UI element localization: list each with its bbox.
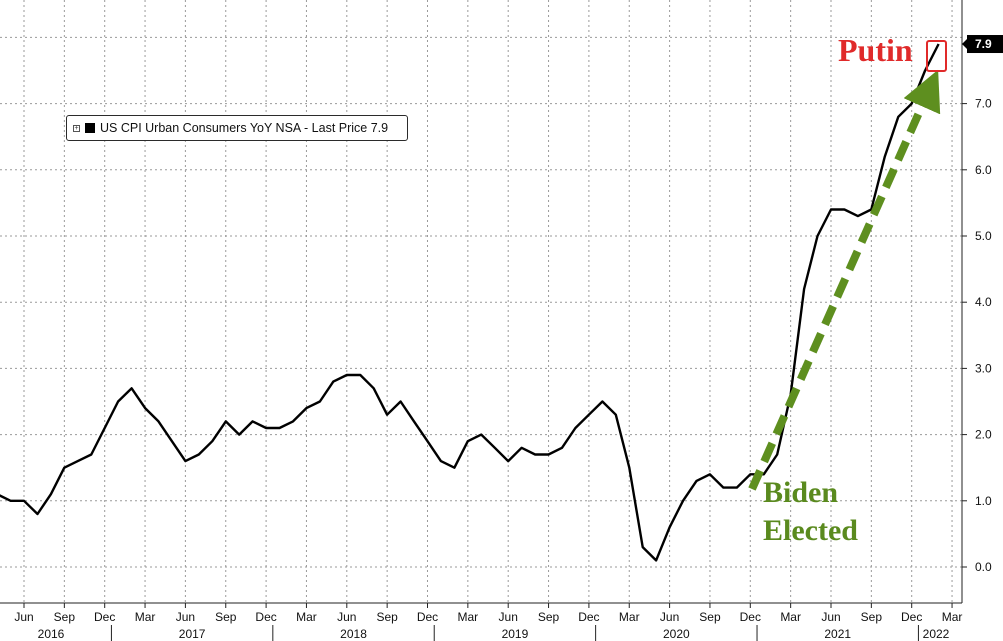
x-tick-label: Dec	[255, 610, 276, 624]
y-tick-label: 3.0	[975, 361, 992, 375]
x-tick-label: Mar	[942, 610, 963, 624]
x-tick-label: Mar	[619, 610, 640, 624]
last-price-badge-label: 7.9	[975, 37, 992, 51]
x-tick-label: Sep	[54, 610, 76, 624]
horizontal-gridlines	[0, 36, 962, 568]
x-axis-ticks: Jun Sep Dec Mar Jun Sep Dec Mar Jun Sep Dec Mar Jun S…	[14, 603, 962, 624]
x-tick-label: Dec	[578, 610, 599, 624]
series-group	[0, 43, 940, 562]
x-tick-label: Mar	[135, 610, 156, 624]
axes	[0, 0, 963, 604]
x-tick-label: Sep	[215, 610, 237, 624]
y-axis-ticks: 0.0 1.0 2.0 3.0 4.0 5.0 6.0 7.0	[962, 97, 992, 574]
x-tick-label: Jun	[499, 610, 518, 624]
trend-arrow-line	[748, 69, 941, 491]
year-label: 2020	[663, 627, 690, 641]
y-tick-label: 4.0	[975, 295, 992, 309]
x-tick-label: Sep	[538, 610, 560, 624]
x-tick-label: Jun	[176, 610, 195, 624]
year-label: 2017	[179, 627, 206, 641]
x-tick-label: Dec	[94, 610, 115, 624]
x-tick-label: Jun	[821, 610, 840, 624]
y-tick-label: 6.0	[975, 163, 992, 177]
cpi-series-line	[0, 43, 940, 562]
x-tick-label: Dec	[417, 610, 438, 624]
year-label: 2018	[340, 627, 367, 641]
x-tick-label: Jun	[14, 610, 33, 624]
biden-annotation-line1: Biden	[763, 476, 838, 509]
x-tick-label: Mar	[780, 610, 801, 624]
year-label: 2016	[38, 627, 65, 641]
legend-swatch	[85, 123, 95, 133]
y-tick-label: 2.0	[975, 428, 992, 442]
putin-highlight-box	[926, 40, 947, 72]
x-tick-label: Mar	[458, 610, 479, 624]
x-tick-label: Sep	[699, 610, 721, 624]
vertical-gridlines	[23, 0, 953, 603]
putin-annotation: Putin	[838, 32, 913, 68]
legend-label: US CPI Urban Consumers YoY NSA - Last Pr…	[100, 121, 389, 135]
x-tick-label: Mar	[296, 610, 317, 624]
legend-expand-icon[interactable]: +	[73, 124, 80, 132]
year-label: 2021	[824, 627, 851, 641]
year-label: 2019	[502, 627, 529, 641]
y-tick-label: 5.0	[975, 229, 992, 243]
x-tick-label: Dec	[740, 610, 761, 624]
legend[interactable]: + US CPI Urban Consumers YoY NSA - Last …	[66, 115, 408, 141]
x-tick-label: Sep	[376, 610, 398, 624]
y-tick-label: 7.0	[975, 97, 992, 111]
last-price-badge: 7.9	[962, 35, 1003, 54]
trend-arrow	[748, 69, 941, 491]
x-tick-label: Dec	[901, 610, 922, 624]
x-tick-label: Jun	[660, 610, 679, 624]
year-labels: 2016 2017 2018 2019 2020 2021 2022	[38, 625, 950, 641]
y-tick-label: 0.0	[975, 560, 992, 574]
x-tick-label: Jun	[337, 610, 356, 624]
y-tick-label: 1.0	[975, 494, 992, 508]
year-label: 2022	[923, 627, 950, 641]
last-price-badge-bg	[967, 35, 1003, 54]
last-price-badge-pointer	[962, 38, 968, 51]
biden-annotation-line2: Elected	[763, 514, 858, 547]
x-tick-label: Sep	[861, 610, 883, 624]
